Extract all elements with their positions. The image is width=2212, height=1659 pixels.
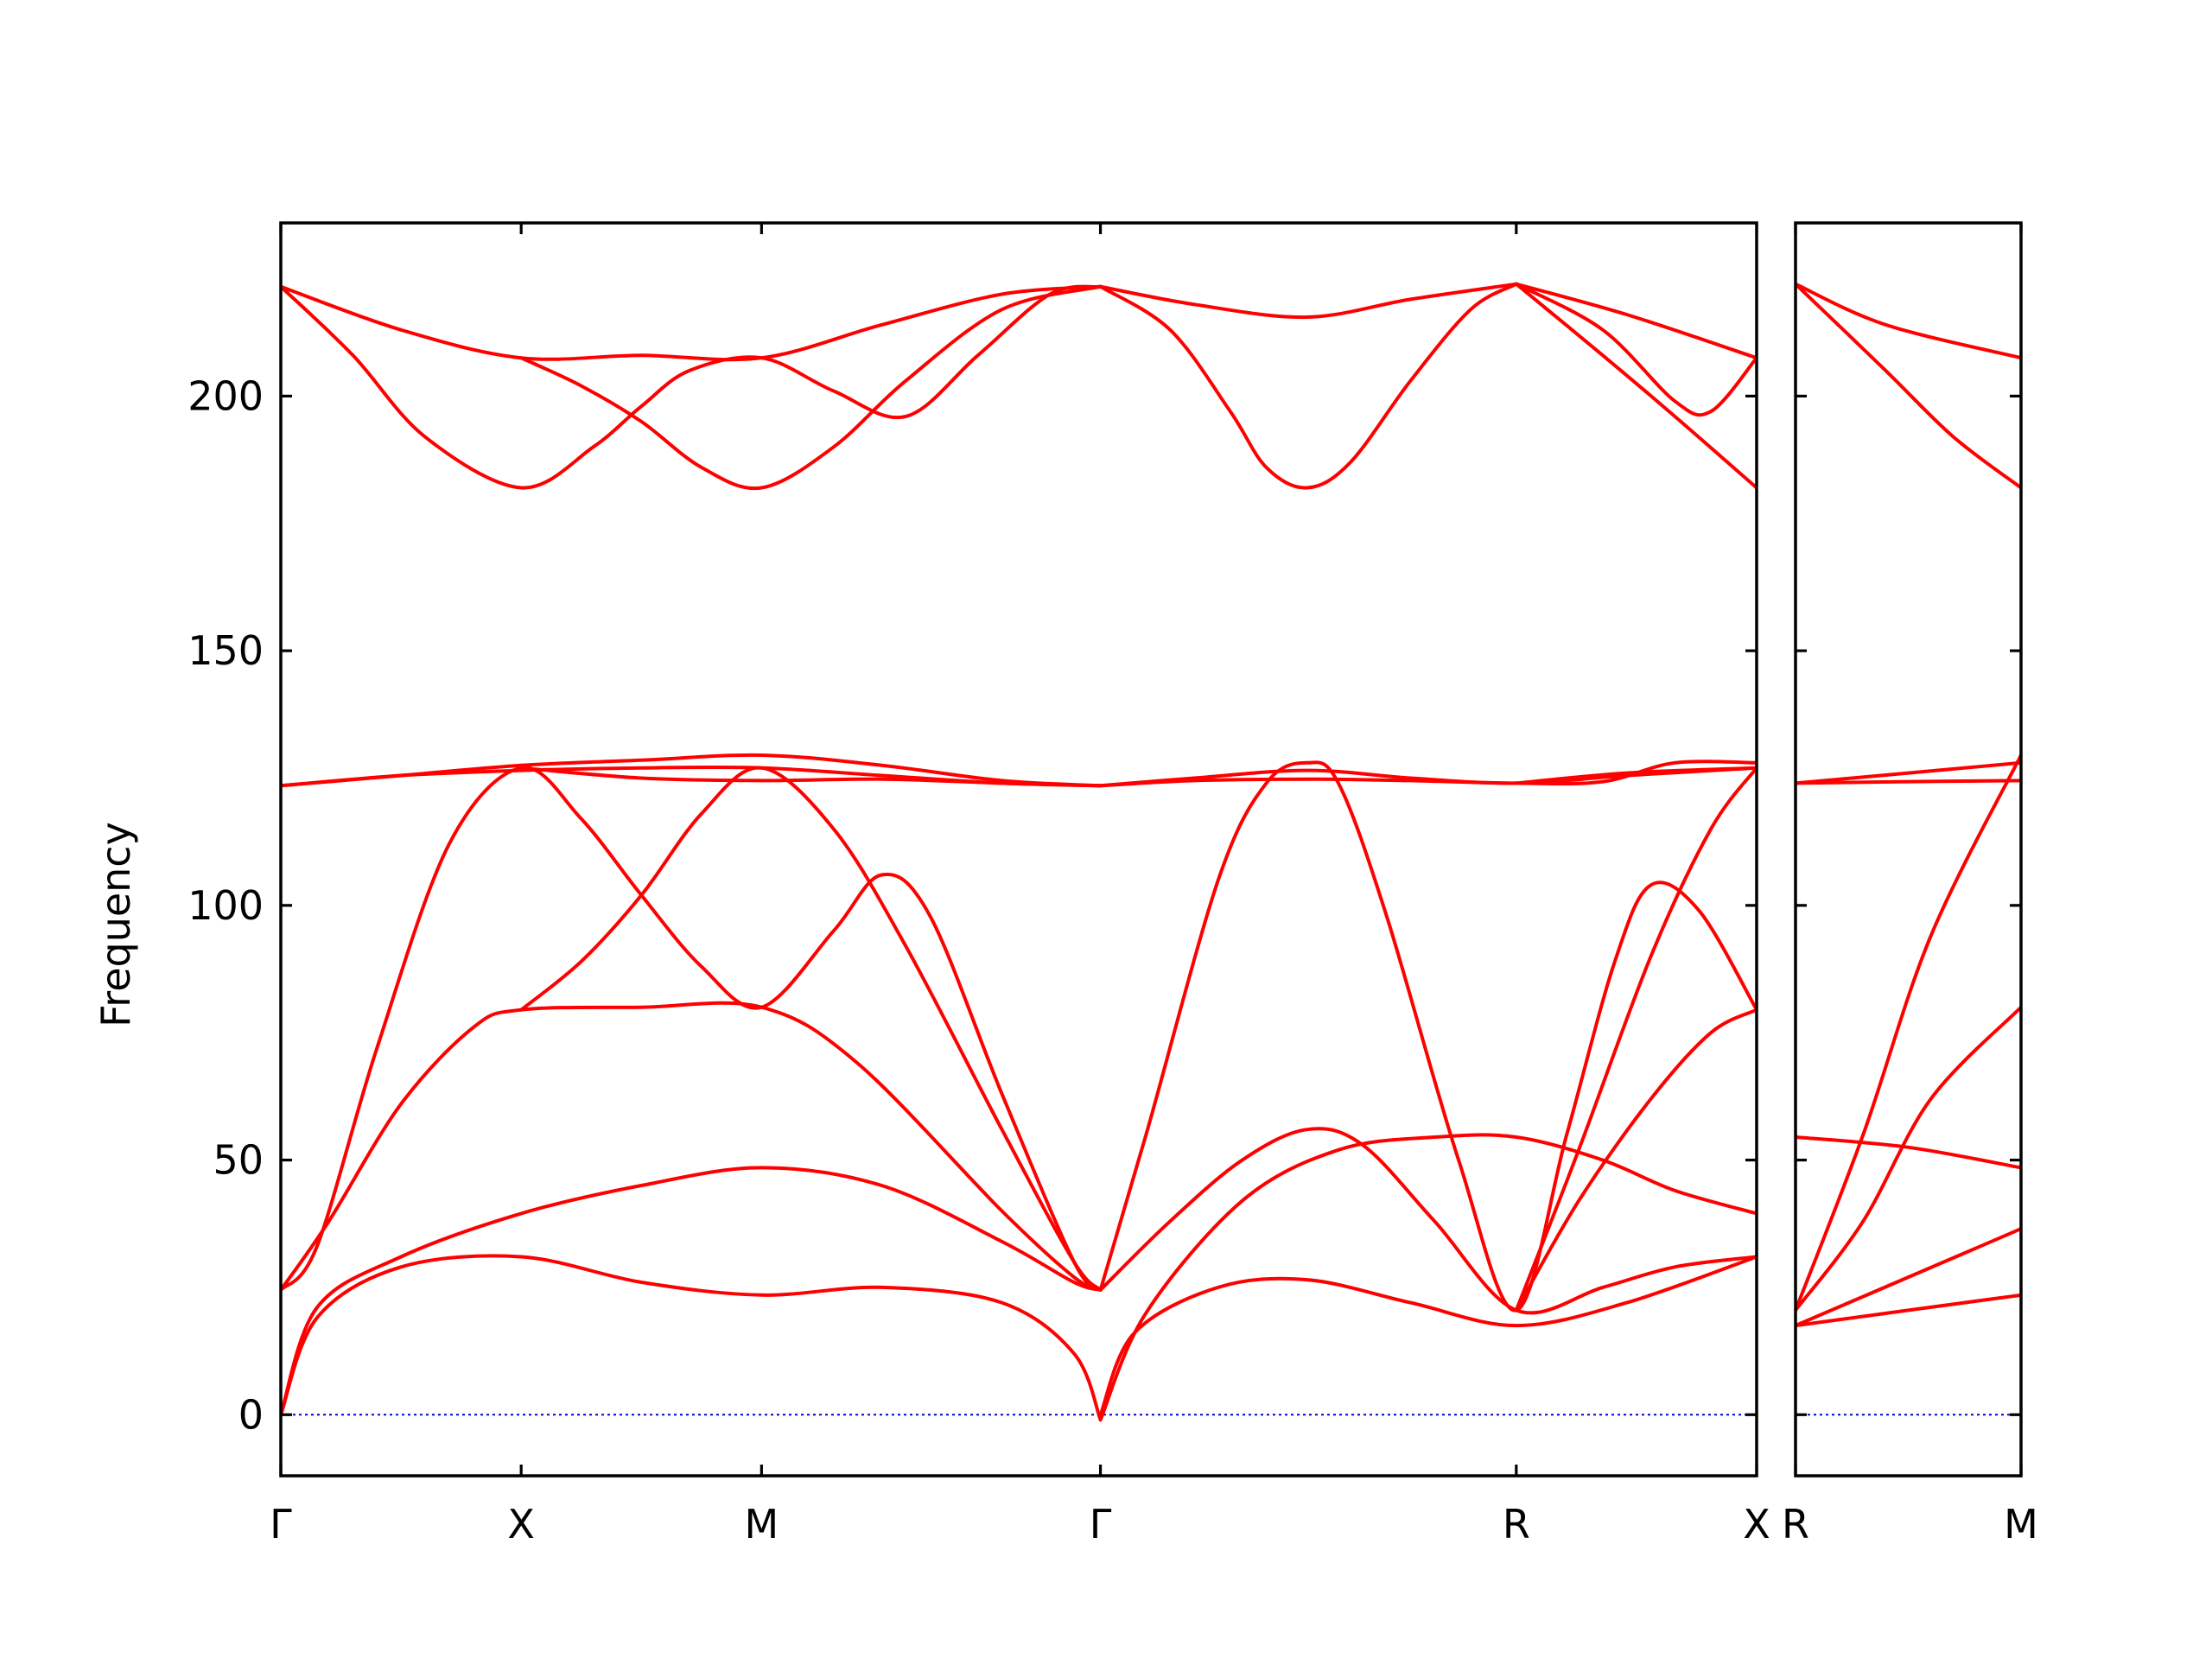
band-main-21 — [1098, 282, 1518, 320]
band-main-4 — [281, 766, 1103, 1292]
y-tick-label: 50 — [213, 1137, 264, 1184]
band-main-2 — [281, 1166, 1103, 1417]
x-tick-label: Γ — [1090, 1501, 1112, 1548]
plot-frame — [1794, 221, 2023, 1478]
x-tick-label: X — [507, 1501, 535, 1548]
x-tick-label: M — [745, 1501, 779, 1548]
band-main-25 — [1514, 282, 1757, 490]
band-main-10 — [281, 284, 1103, 490]
band-main-20 — [1514, 766, 1757, 785]
y-tick-label: 150 — [188, 627, 264, 674]
y-axis-label: Frequency — [92, 822, 139, 1027]
band-main-17 — [1514, 766, 1757, 1313]
band-main-19 — [1098, 760, 1757, 788]
band-side-9 — [1796, 282, 2021, 490]
y-tick-label: 100 — [188, 882, 264, 929]
x-tick-label: X — [1743, 1501, 1770, 1548]
band-main-22 — [1098, 282, 1518, 490]
band-main-11 — [519, 284, 1103, 491]
x-tick-label: M — [2004, 1501, 2038, 1548]
band-side-3 — [1796, 1135, 2021, 1170]
band-main-7 — [281, 753, 1103, 788]
band-main-9 — [281, 284, 1103, 362]
band-main-16 — [1514, 1007, 1757, 1313]
band-side-7 — [1796, 760, 2021, 785]
band-side-4 — [1796, 1005, 2021, 1313]
y-tick-label: 0 — [238, 1391, 264, 1438]
band-main-23 — [1514, 282, 1757, 360]
band-main-14 — [1098, 760, 1757, 1313]
main-panel: 0 50 100 150 200 Γ X M Γ R X — [188, 221, 1770, 1548]
x-tick-label: Γ — [270, 1501, 292, 1548]
band-main-3 — [281, 1001, 1103, 1292]
band-side-8 — [1796, 282, 2021, 360]
y-tick-label: 200 — [188, 372, 264, 419]
plot-frame — [279, 221, 1758, 1478]
band-main-1 — [281, 1254, 1103, 1422]
band-main-5 — [519, 766, 1103, 1292]
band-side-6 — [1796, 779, 2021, 785]
band-side-2 — [1796, 1227, 2021, 1328]
band-side-5 — [1796, 753, 2021, 1313]
band-main-24 — [1514, 282, 1757, 417]
band-side-1 — [1796, 1293, 2021, 1328]
x-tick-label: R — [1503, 1501, 1530, 1548]
band-main-13 — [1098, 1127, 1757, 1315]
band-main-15 — [1098, 1133, 1757, 1422]
x-tick-label: R — [1782, 1501, 1809, 1548]
band-main-8 — [519, 766, 1103, 788]
band-main-12 — [1098, 1255, 1757, 1417]
